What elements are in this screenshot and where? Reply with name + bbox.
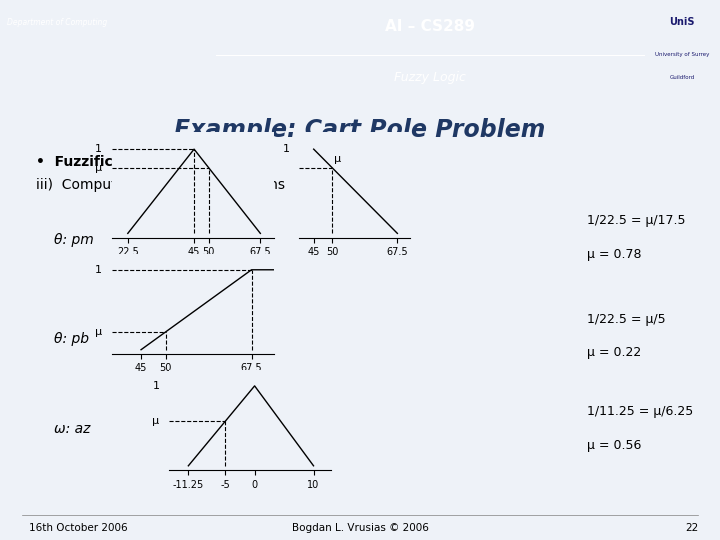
Text: μ: μ — [95, 327, 102, 337]
Text: 1/22.5 = μ/5: 1/22.5 = μ/5 — [587, 314, 665, 327]
Text: UniS: UniS — [670, 17, 695, 27]
Text: University of Surrey: University of Surrey — [655, 52, 709, 57]
Text: μ: μ — [95, 163, 102, 173]
Text: 1/22.5 = μ/17.5: 1/22.5 = μ/17.5 — [587, 214, 685, 227]
Text: μ = 0.56: μ = 0.56 — [587, 440, 642, 453]
Text: μ: μ — [334, 154, 341, 164]
Text: Example: Cart Pole Problem: Example: Cart Pole Problem — [174, 118, 546, 142]
Text: Fuzzy Logic: Fuzzy Logic — [395, 71, 466, 84]
Text: •  Fuzzification: • Fuzzification — [36, 155, 153, 169]
Text: 1: 1 — [283, 144, 290, 154]
Text: 1: 1 — [95, 144, 102, 154]
Text: Department of Computing: Department of Computing — [7, 18, 108, 27]
Text: 1/11.25 = μ/6.25: 1/11.25 = μ/6.25 — [587, 406, 693, 419]
Text: μ: μ — [153, 416, 160, 427]
Text: θ: pm: θ: pm — [54, 233, 94, 247]
Text: μ = 0.22: μ = 0.22 — [587, 346, 641, 359]
Text: 1: 1 — [153, 381, 160, 391]
Text: 22: 22 — [685, 523, 698, 532]
Text: 1: 1 — [95, 265, 102, 275]
Text: Guildford: Guildford — [670, 75, 695, 80]
Text: AI – CS289: AI – CS289 — [385, 19, 475, 35]
Text: μ = 0.78: μ = 0.78 — [587, 248, 642, 261]
Text: ω: az: ω: az — [54, 422, 91, 436]
Text: θ: pb: θ: pb — [54, 332, 89, 346]
Text: Bogdan L. Vrusias © 2006: Bogdan L. Vrusias © 2006 — [292, 523, 428, 532]
Text: iii)  Compute membership functions: iii) Compute membership functions — [36, 178, 285, 192]
Text: 16th October 2006: 16th October 2006 — [29, 523, 127, 532]
